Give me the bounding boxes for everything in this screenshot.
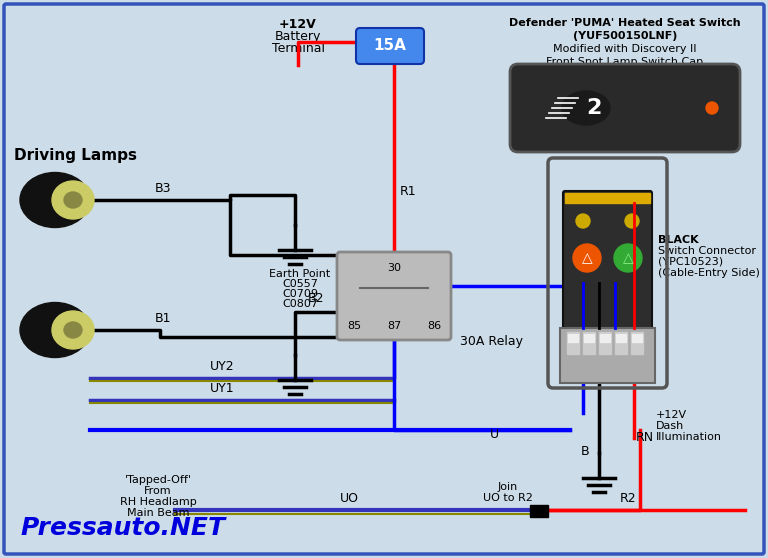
- Text: C0709: C0709: [282, 289, 318, 299]
- Text: +12V: +12V: [279, 18, 317, 31]
- Bar: [583, 332, 595, 354]
- Ellipse shape: [64, 322, 82, 338]
- Text: B1: B1: [155, 312, 171, 325]
- Bar: [530, 505, 548, 517]
- Bar: [600, 334, 610, 342]
- Text: Defender 'PUMA' Heated Seat Switch: Defender 'PUMA' Heated Seat Switch: [509, 18, 741, 28]
- Text: C0807: C0807: [282, 299, 318, 309]
- FancyBboxPatch shape: [563, 191, 652, 335]
- Ellipse shape: [20, 302, 90, 358]
- Text: Battery: Battery: [275, 30, 321, 43]
- Text: (YPC10523): (YPC10523): [658, 257, 723, 267]
- Text: 15A: 15A: [373, 39, 406, 54]
- Text: +12V: +12V: [656, 410, 687, 420]
- Text: 'Tapped-Off': 'Tapped-Off': [124, 475, 191, 485]
- Text: UY2: UY2: [210, 360, 235, 373]
- Text: R2: R2: [620, 492, 637, 505]
- Bar: [568, 334, 578, 342]
- Text: 30: 30: [387, 263, 401, 273]
- Bar: [584, 334, 594, 342]
- Text: Illumination: Illumination: [656, 432, 722, 442]
- Text: Terminal: Terminal: [272, 42, 325, 55]
- Text: 2: 2: [586, 98, 601, 118]
- Text: R1: R1: [400, 185, 416, 198]
- FancyBboxPatch shape: [356, 28, 424, 64]
- Text: RH Headlamp: RH Headlamp: [120, 497, 197, 507]
- Bar: [615, 332, 627, 354]
- Ellipse shape: [52, 311, 94, 349]
- Ellipse shape: [64, 192, 82, 208]
- Circle shape: [576, 214, 590, 228]
- Text: From: From: [144, 486, 172, 496]
- Text: UY1: UY1: [210, 382, 235, 395]
- Ellipse shape: [562, 91, 610, 125]
- Text: B: B: [581, 445, 590, 458]
- Text: Driving Lamps: Driving Lamps: [14, 148, 137, 163]
- Text: 85: 85: [347, 321, 361, 331]
- Text: Pressauto.NET: Pressauto.NET: [20, 516, 225, 540]
- Text: (Cable-Entry Side): (Cable-Entry Side): [658, 268, 760, 278]
- Text: C0557: C0557: [282, 279, 318, 289]
- Text: B2: B2: [308, 292, 325, 305]
- Text: U: U: [490, 428, 499, 441]
- Text: Modified with Discovery II: Modified with Discovery II: [553, 44, 697, 54]
- Text: Dash: Dash: [656, 421, 684, 431]
- Text: Join: Join: [498, 482, 518, 492]
- Circle shape: [573, 244, 601, 272]
- Text: Switch Connector: Switch Connector: [658, 246, 756, 256]
- Text: △: △: [623, 251, 634, 265]
- Text: Main Beam: Main Beam: [127, 508, 189, 518]
- Bar: [567, 332, 579, 354]
- Bar: [632, 334, 642, 342]
- Circle shape: [706, 102, 718, 114]
- Text: RN: RN: [636, 431, 654, 444]
- Text: UO: UO: [340, 492, 359, 505]
- Circle shape: [625, 214, 639, 228]
- Text: (YUF500150LNF): (YUF500150LNF): [573, 31, 677, 41]
- Text: Front Spot Lamp Switch Cap: Front Spot Lamp Switch Cap: [547, 57, 703, 67]
- Text: △: △: [581, 251, 592, 265]
- Text: 30A Relay: 30A Relay: [460, 335, 523, 348]
- FancyBboxPatch shape: [510, 64, 740, 152]
- Bar: [560, 328, 655, 383]
- Text: Earth Point: Earth Point: [270, 269, 331, 279]
- Ellipse shape: [20, 172, 90, 228]
- Bar: [631, 332, 643, 354]
- Text: BLACK: BLACK: [658, 235, 699, 245]
- Bar: [616, 334, 626, 342]
- Text: 87: 87: [387, 321, 401, 331]
- Ellipse shape: [52, 181, 94, 219]
- Text: 86: 86: [427, 321, 441, 331]
- Text: B3: B3: [155, 182, 171, 195]
- FancyBboxPatch shape: [337, 252, 451, 340]
- Circle shape: [614, 244, 642, 272]
- Bar: [565, 193, 650, 203]
- FancyBboxPatch shape: [4, 4, 764, 554]
- Bar: [599, 332, 611, 354]
- Text: UO to R2: UO to R2: [483, 493, 533, 503]
